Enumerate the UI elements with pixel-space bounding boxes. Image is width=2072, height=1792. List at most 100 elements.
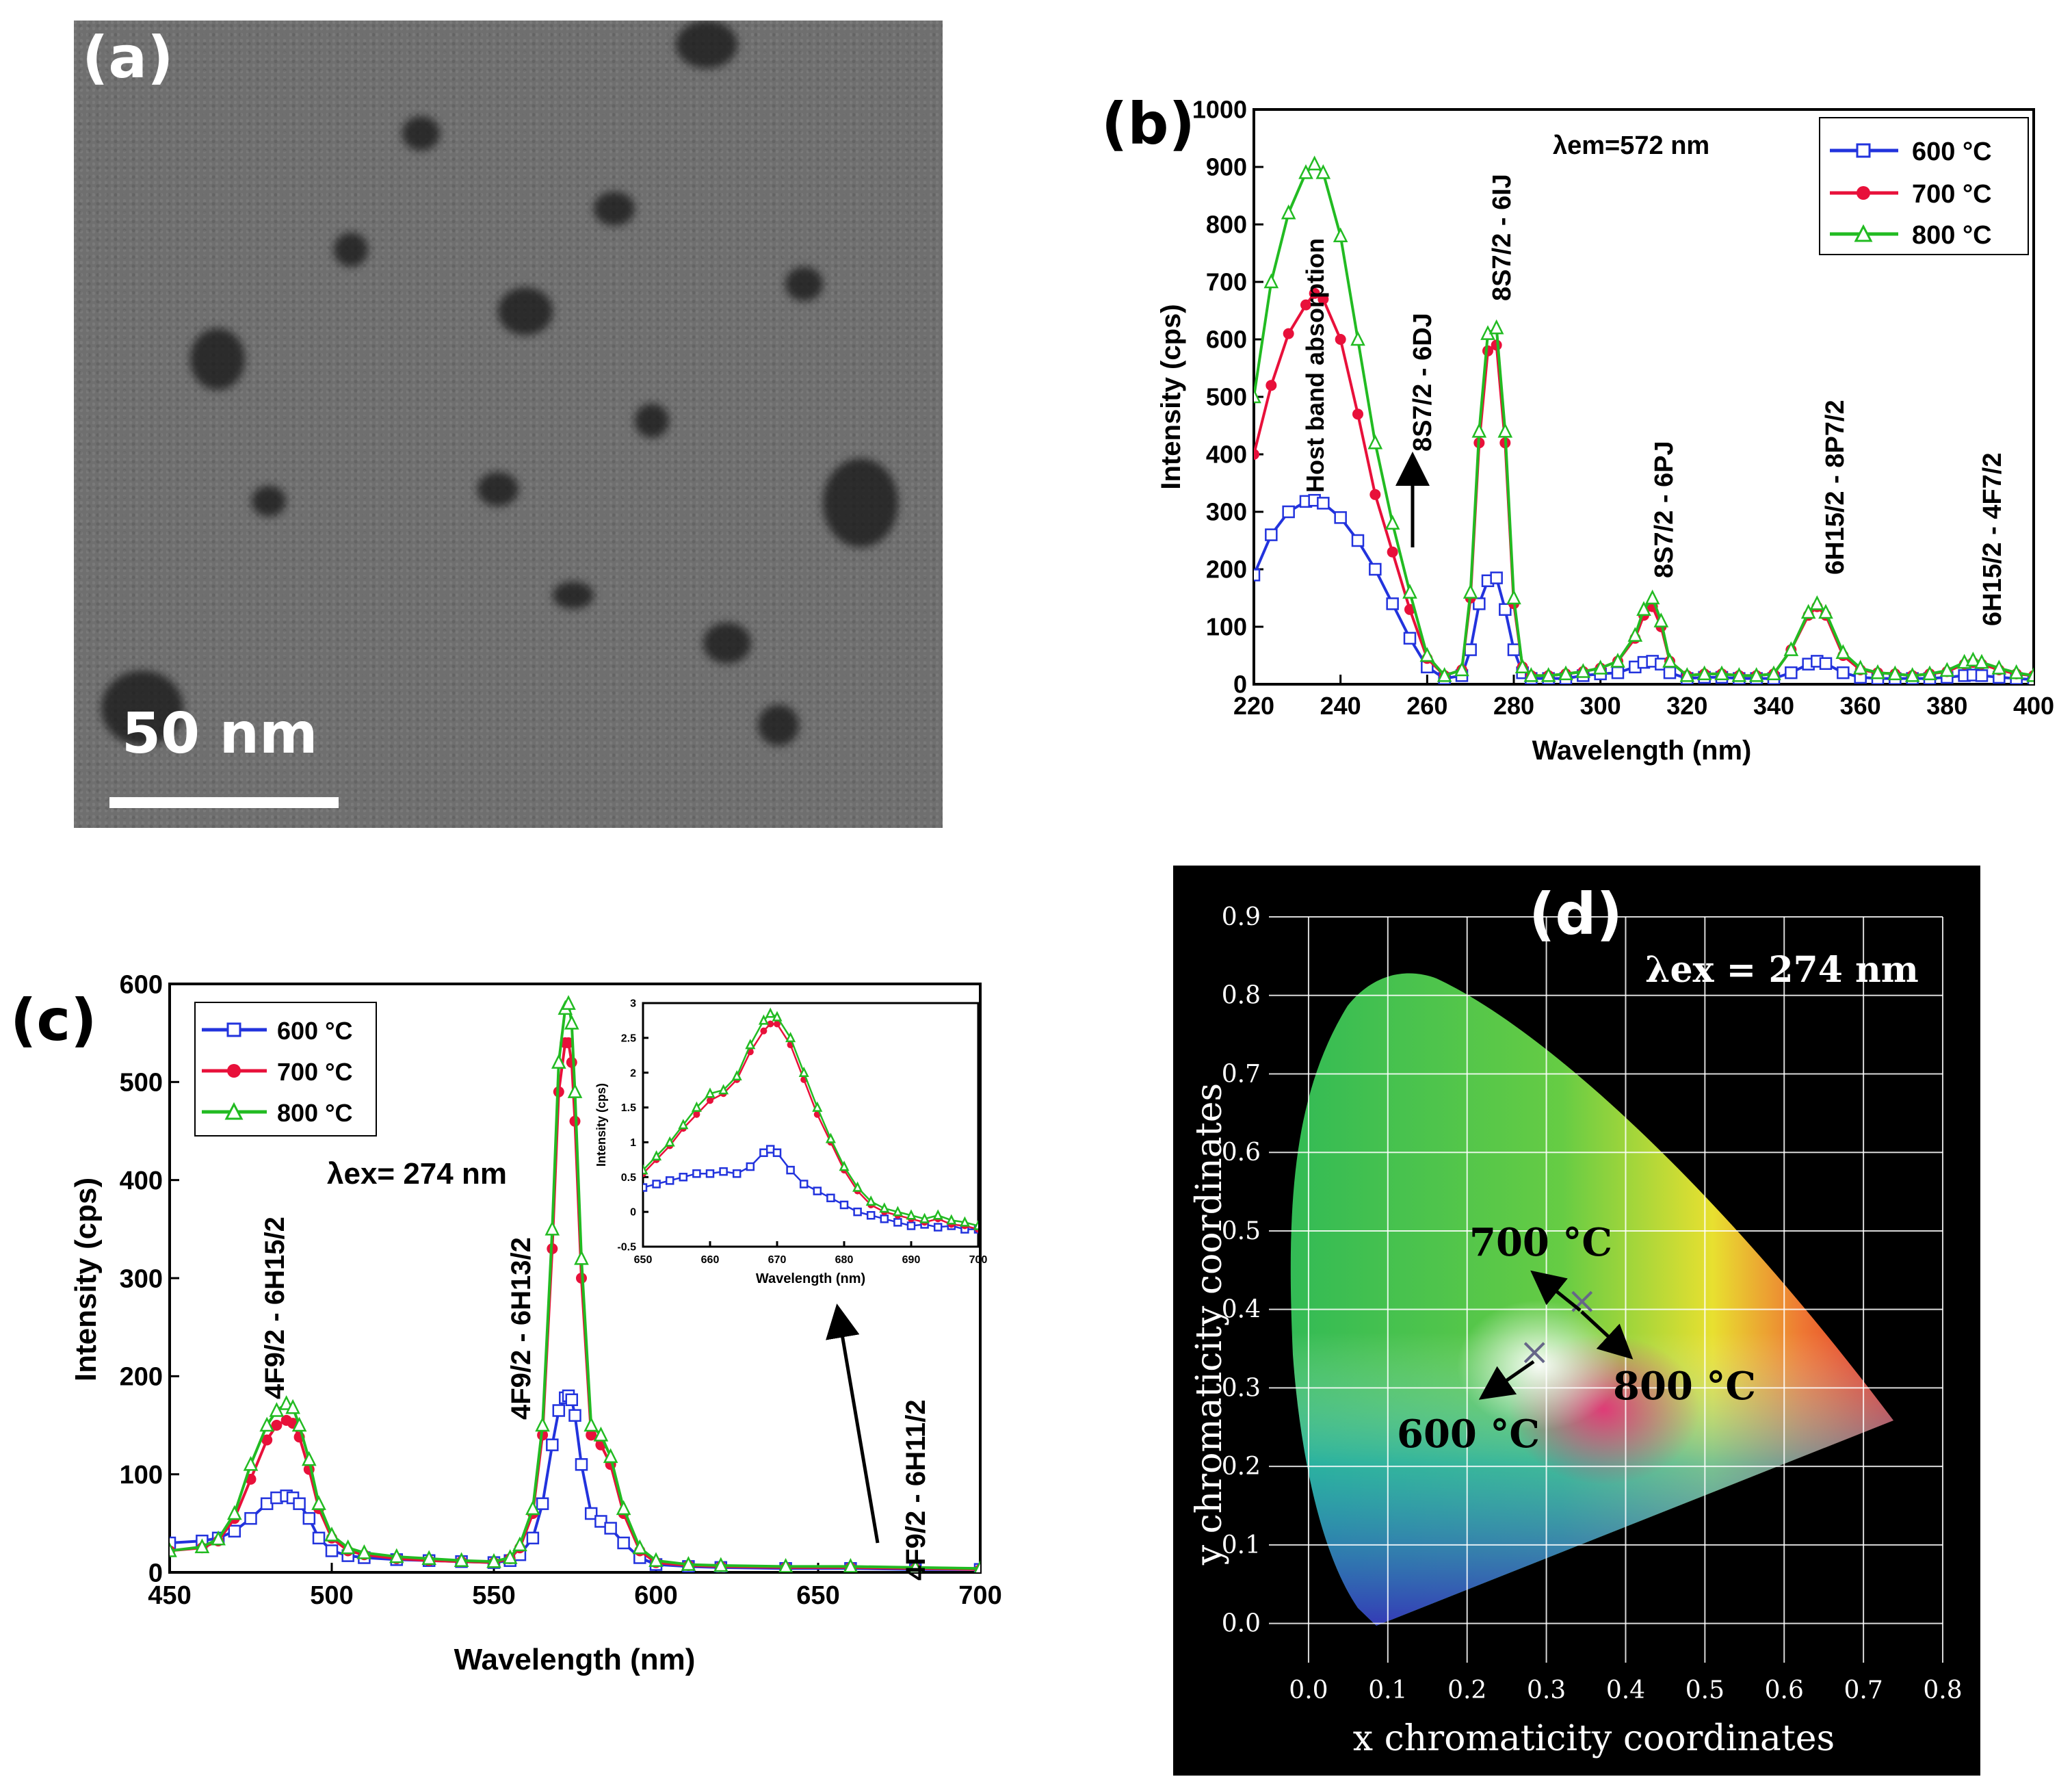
particle xyxy=(758,705,799,746)
data-point xyxy=(2026,667,2034,682)
legend-marker-700 xyxy=(227,1064,241,1078)
data-point xyxy=(1300,299,1311,311)
data-point xyxy=(932,1209,943,1220)
legend-label-600: 600 °C xyxy=(1912,138,1992,166)
data-point xyxy=(170,1536,176,1550)
data-point xyxy=(1679,667,1695,682)
data-point xyxy=(1766,665,1781,681)
x-tick-label: 0.6 xyxy=(1765,1676,1804,1704)
x-tick-label: 260 xyxy=(1406,692,1447,720)
data-point xyxy=(340,1539,356,1555)
data-point xyxy=(664,1136,675,1147)
data-point xyxy=(692,1169,701,1178)
x-tick-label: 650 xyxy=(634,1254,653,1266)
cie-white-point-region xyxy=(1457,1300,1621,1430)
y-tick-label: 1.5 xyxy=(621,1102,636,1114)
legend-box xyxy=(1819,117,2029,255)
data-point xyxy=(226,1505,242,1520)
data-point xyxy=(1592,660,1608,675)
data-point xyxy=(586,1429,597,1441)
data-point xyxy=(1497,423,1513,438)
data-point xyxy=(551,1054,566,1069)
data-point xyxy=(1809,595,1825,610)
data-point xyxy=(1254,569,1261,582)
data-point xyxy=(1402,584,1417,599)
data-point xyxy=(1335,334,1346,345)
x-tick-label: 660 xyxy=(701,1254,720,1266)
data-point xyxy=(561,995,576,1010)
data-point xyxy=(293,1497,306,1510)
data-point xyxy=(906,1221,916,1230)
panel-label-d: (d) xyxy=(1529,881,1623,948)
data-point xyxy=(194,1538,210,1553)
transition-6H-4F: 6H15/2 - 4F7/2 xyxy=(1978,453,2007,626)
x-tick-label: 0.8 xyxy=(1923,1676,1962,1704)
x-axis-label: Wavelength (nm) xyxy=(1532,736,1752,766)
data-point xyxy=(731,1070,742,1081)
legend-label-700: 700 °C xyxy=(1912,180,1992,209)
data-point xyxy=(1644,589,1660,605)
data-point xyxy=(693,1111,700,1118)
data-point xyxy=(1386,597,1399,610)
data-point xyxy=(906,1209,917,1220)
y-tick-label: 200 xyxy=(120,1363,163,1392)
data-point xyxy=(170,1542,177,1557)
x-tick-label: 0.3 xyxy=(1527,1676,1566,1704)
data-point xyxy=(1265,528,1278,541)
data-point xyxy=(1499,603,1512,616)
data-point xyxy=(946,1214,957,1225)
data-point xyxy=(1835,644,1851,660)
x-tick-label: 280 xyxy=(1493,692,1534,720)
data-point xyxy=(2008,664,2024,679)
y-tick-label: 300 xyxy=(1206,498,1247,526)
data-point xyxy=(1627,627,1643,642)
data-point xyxy=(565,1393,579,1406)
x-tick-label: 400 xyxy=(2013,692,2054,720)
data-point xyxy=(648,1552,664,1568)
data-point xyxy=(892,1206,903,1217)
data-point xyxy=(813,1186,822,1195)
data-point xyxy=(1748,667,1764,682)
data-point xyxy=(1385,515,1400,530)
data-point xyxy=(1369,562,1382,576)
particle xyxy=(676,21,737,68)
data-point xyxy=(1800,603,1816,619)
data-point xyxy=(1437,667,1452,682)
data-point xyxy=(745,1039,756,1050)
data-point xyxy=(765,1007,776,1018)
x-tick-label: 600 xyxy=(634,1581,677,1610)
data-point xyxy=(1653,612,1669,627)
data-point xyxy=(526,1531,540,1545)
x-axis-label: Wavelength (nm) xyxy=(454,1643,696,1676)
data-point xyxy=(973,1559,980,1572)
data-point xyxy=(825,1132,836,1143)
data-point xyxy=(1490,571,1503,584)
inset-x-axis-label: Wavelength (nm) xyxy=(756,1271,865,1286)
data-point xyxy=(211,1530,226,1546)
data-point xyxy=(1696,665,1712,681)
data-point xyxy=(746,1162,755,1171)
data-point xyxy=(1714,665,1729,681)
data-point xyxy=(552,1404,566,1417)
data-point xyxy=(594,1515,607,1528)
x-tick-label: 220 xyxy=(1233,692,1274,720)
data-point xyxy=(732,1169,742,1178)
data-point xyxy=(691,1101,702,1112)
x-tick-label: 300 xyxy=(1580,692,1621,720)
particle xyxy=(402,116,440,151)
data-point xyxy=(786,1165,795,1175)
particle xyxy=(553,582,594,609)
data-point xyxy=(1254,388,1261,404)
data-point xyxy=(1317,294,1329,305)
data-point xyxy=(774,1020,781,1028)
data-point xyxy=(271,1420,283,1431)
data-point xyxy=(617,1536,630,1550)
legend: 600 °C 700 °C 800 °C xyxy=(1819,117,2029,255)
data-point xyxy=(1351,534,1365,547)
data-point xyxy=(1463,584,1478,599)
data-point xyxy=(1454,661,1469,677)
data-point xyxy=(767,1020,774,1028)
data-point xyxy=(546,1438,559,1451)
data-point xyxy=(1558,665,1573,681)
particle xyxy=(785,267,823,301)
